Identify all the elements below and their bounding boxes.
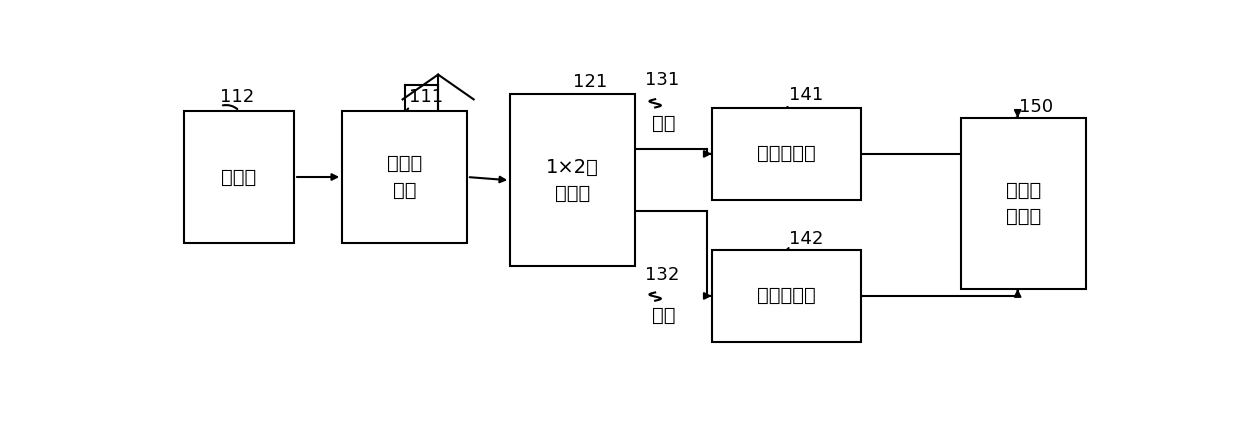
Bar <box>961 118 1087 289</box>
Bar <box>711 250 861 342</box>
Bar <box>342 111 467 243</box>
Text: 141: 141 <box>789 86 823 104</box>
Text: 激光器: 激光器 <box>222 167 256 187</box>
Bar <box>510 94 636 266</box>
Text: 光纤: 光纤 <box>652 306 675 325</box>
Bar <box>183 111 294 243</box>
Text: 121: 121 <box>572 73 607 91</box>
Text: 150: 150 <box>1018 98 1053 116</box>
Text: 光电探测器: 光电探测器 <box>757 145 815 163</box>
Text: 142: 142 <box>789 230 823 248</box>
Text: 111: 111 <box>409 88 444 106</box>
Text: 光电探测器: 光电探测器 <box>757 287 815 305</box>
Text: 光纤: 光纤 <box>652 114 675 133</box>
Text: 电光调
制器: 电光调 制器 <box>387 154 422 200</box>
Text: 131: 131 <box>644 72 679 90</box>
Text: 112: 112 <box>221 88 254 106</box>
Bar <box>711 108 861 200</box>
Text: 1×2光
分路器: 1×2光 分路器 <box>546 157 598 203</box>
Text: 算法处
理模块: 算法处 理模块 <box>1006 181 1042 226</box>
Text: 132: 132 <box>644 266 679 284</box>
